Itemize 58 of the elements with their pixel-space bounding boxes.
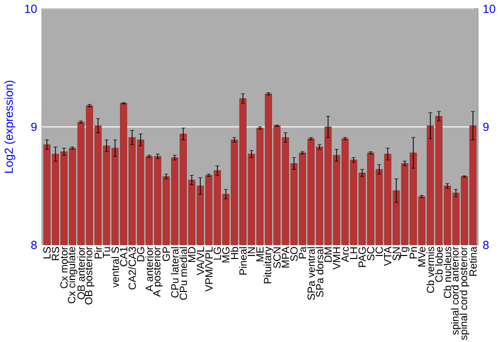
x-tick-label: Cx cingulate: [68, 247, 78, 304]
x-tick-label: MD: [188, 247, 196, 262]
x-tick-label: spinal cord anterior: [451, 246, 461, 335]
x-tick-label: SPa dorsal: [316, 247, 324, 298]
y-tick-label: 10: [25, 4, 37, 14]
x-tick-label: A anterior: [145, 246, 153, 292]
x-tick-label: Hb: [230, 247, 238, 260]
x-tick-label: SCN: [273, 248, 281, 268]
x-tick-label: Cx motor: [60, 246, 68, 288]
x-tick-label: OB anterior: [77, 246, 85, 300]
y-tick-label: 9: [31, 122, 37, 132]
x-tick-label: Retina: [469, 246, 477, 276]
x-tick-label: Pineal: [239, 247, 247, 275]
x-tick-label: VMH: [333, 248, 340, 270]
x-tick-label: LH: [350, 248, 358, 260]
y-axis-title: Log2 (expression): [4, 80, 16, 173]
x-tick-label: SPa ventral: [307, 247, 315, 300]
x-tick-label: MVe: [418, 247, 426, 267]
x-tick-label: Cb vermis: [426, 247, 434, 294]
x-tick-label: CA2/CA3: [128, 247, 136, 290]
x-tick-label: VTA: [384, 246, 392, 266]
x-tick-label: GP: [162, 247, 170, 262]
x-tick-label: RS: [52, 247, 60, 260]
x-tick-label: DG: [136, 248, 144, 262]
x-tick-label: OB posterior: [84, 246, 94, 305]
x-tick-label: SN: [392, 248, 400, 261]
x-tick-label: spinal cord posterior: [460, 246, 470, 340]
x-tick-label: LS: [43, 247, 51, 259]
x-tick-label: PAG: [358, 248, 366, 268]
x-tick-label: A posterior: [152, 246, 163, 298]
y2-tick-label: 8: [483, 241, 489, 250]
x-tick-label: Cb lobe: [435, 247, 443, 282]
x-tick-label: IN: [248, 248, 255, 256]
x-tick-label: SC: [367, 247, 374, 261]
x-tick-label: IC: [376, 247, 383, 256]
x-tick-label: VA/VL: [196, 247, 204, 276]
x-tick-label: MG: [222, 248, 230, 263]
y-tick-label: 8: [31, 241, 37, 250]
x-tick-label: CA1: [120, 247, 128, 266]
x-tick-label: ventral S: [111, 247, 119, 288]
x-tick-label: VPM/VPL: [204, 247, 213, 292]
x-tick-label: SO: [290, 247, 298, 262]
x-tick-label: Tg: [400, 247, 410, 259]
x-tick-label: CPu medial: [179, 247, 188, 300]
x-tick-label: Tu: [102, 247, 110, 258]
x-tick-label: Arc: [341, 247, 349, 262]
y2-tick-label: 10: [484, 4, 496, 14]
x-tick-label: CPu lateral: [170, 247, 179, 298]
x-tick-label: Pn: [410, 247, 417, 259]
x-tick-label: Cb nucleus: [444, 247, 452, 298]
y2-tick-label: 9: [483, 122, 489, 132]
x-tick-label: Pir: [94, 246, 102, 259]
x-tick-label: DM: [324, 248, 332, 262]
x-tick-label: Pituitary: [264, 246, 274, 284]
x-tick-label: LG: [214, 248, 222, 260]
x-tick-label: MPA: [282, 246, 290, 268]
x-tick-label: Pa: [298, 246, 306, 259]
x-tick-label: ME: [256, 247, 264, 262]
